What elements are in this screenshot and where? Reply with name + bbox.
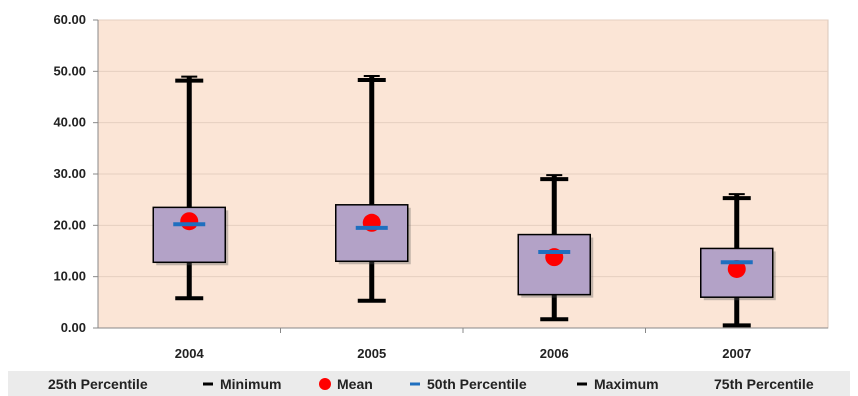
legend-label: Maximum	[594, 376, 659, 392]
legend-item: 75th Percentile	[714, 376, 814, 392]
legend-label: 25th Percentile	[48, 376, 148, 392]
box-2006	[517, 174, 594, 322]
mean-marker	[180, 212, 199, 231]
y-tick-label: 60.00	[53, 12, 86, 27]
mean-marker	[727, 259, 746, 278]
legend-item: Maximum	[577, 376, 659, 392]
legend-label: Minimum	[220, 376, 281, 392]
x-tick-label: 2005	[357, 346, 386, 361]
x-tick-label: 2007	[722, 346, 751, 361]
y-tick-label: 20.00	[53, 217, 86, 232]
legend-label: Mean	[337, 376, 373, 392]
legend-marker-dot	[319, 378, 331, 390]
y-tick-label: 10.00	[53, 269, 86, 284]
box-2005	[335, 75, 411, 303]
x-axis: 2004 2005 2006 2007	[98, 327, 828, 361]
legend-item: Minimum	[203, 376, 281, 392]
box-series	[152, 75, 776, 328]
legend-background	[8, 371, 850, 396]
legend: 25th Percentile Minimum Mean 50th Percentil…	[8, 371, 850, 396]
legend-label: 75th Percentile	[714, 376, 814, 392]
y-tick-label: 40.00	[53, 115, 86, 130]
legend-item: 50th Percentile	[410, 376, 527, 392]
box-2007	[700, 193, 776, 328]
legend-item: 25th Percentile	[48, 376, 148, 392]
y-tick-label: 0.00	[61, 320, 86, 335]
y-tick-label: 30.00	[53, 166, 86, 181]
x-tick-label: 2004	[175, 346, 205, 361]
box-body	[335, 204, 409, 263]
legend-item: Mean	[319, 376, 373, 392]
y-axis: 0.00 10.00 20.00 30.00 40.00 50.00 60.00	[53, 12, 99, 335]
y-tick-label: 50.00	[53, 63, 86, 78]
legend-label: 50th Percentile	[427, 376, 527, 392]
x-tick-label: 2006	[540, 346, 569, 361]
box-2004	[152, 75, 229, 301]
